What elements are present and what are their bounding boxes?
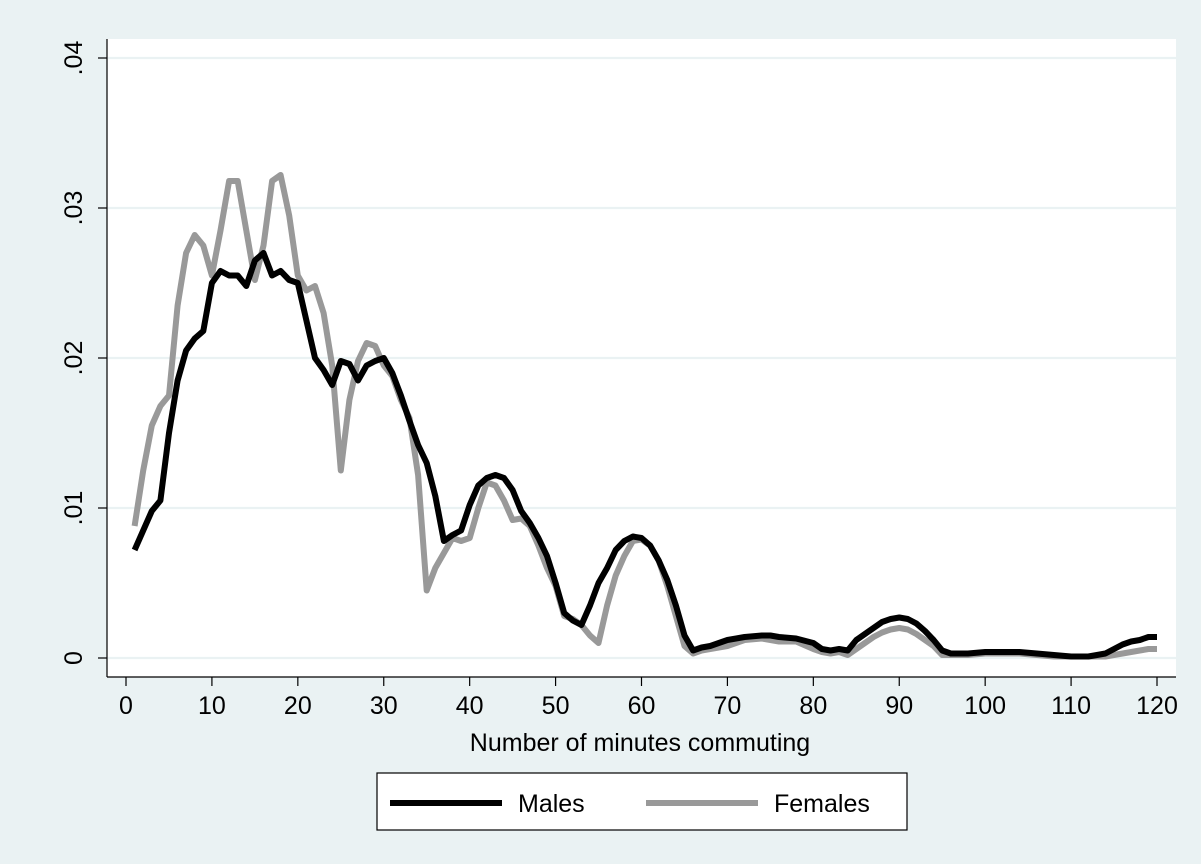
series-layer — [131, 172, 1157, 660]
y-tick-label: .04 — [60, 41, 88, 76]
x-tick-label: 110 — [1051, 692, 1091, 720]
x-tick-label: 70 — [714, 692, 742, 720]
x-tick-label: 30 — [370, 692, 398, 720]
y-tick-label: .01 — [60, 491, 88, 526]
legend: Males Females — [376, 772, 908, 831]
y-tick-label: .03 — [60, 191, 88, 226]
legend-label-males: Males — [518, 790, 585, 818]
legend-label-females: Females — [774, 790, 870, 818]
x-tick-label: 20 — [284, 692, 312, 720]
x-tick-label: 10 — [198, 692, 226, 720]
y-tick-label: .02 — [60, 341, 88, 376]
x-tick-label: 50 — [542, 692, 570, 720]
x-tick-label: 120 — [1136, 692, 1178, 720]
series-line-males — [131, 250, 1157, 660]
series-line-females — [131, 172, 1157, 660]
y-axis-ticks: 0 .01 .02 .03 .04 — [60, 41, 107, 665]
x-tick-label: 60 — [628, 692, 656, 720]
x-axis-title: Number of minutes commuting — [470, 729, 810, 757]
x-tick-label: 100 — [964, 692, 1006, 720]
x-tick-label: 40 — [456, 692, 484, 720]
y-tick-label: 0 — [60, 651, 88, 665]
x-tick-label: 0 — [119, 692, 133, 720]
x-axis-ticks: 0 10 20 30 40 50 60 70 80 90 100 110 120 — [119, 677, 1178, 720]
x-tick-label: 90 — [885, 692, 913, 720]
x-tick-label: 80 — [799, 692, 827, 720]
